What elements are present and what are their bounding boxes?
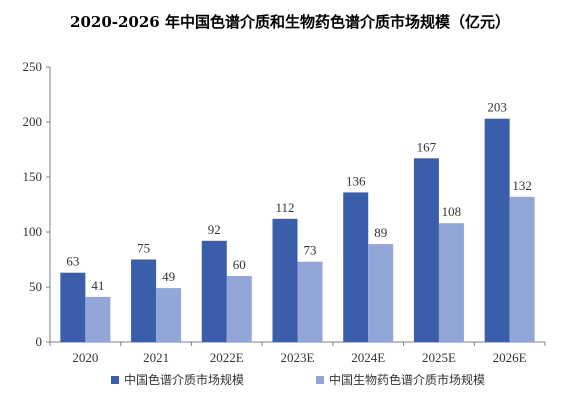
chart-axes: 0 50 100 150 200 250 2020 2021 2022E 2023E 2024E 20…: [23, 59, 546, 365]
x-tick-label: 2022E: [210, 350, 244, 365]
data-label-series-2: 60: [233, 257, 246, 272]
y-tick-label: 100: [23, 224, 43, 239]
bar-series-2: [509, 196, 535, 342]
x-tick-label: 2020: [72, 350, 98, 365]
bar-series-2: [156, 288, 182, 342]
x-tick-label: 2023E: [281, 350, 315, 365]
legend-swatch-series-1: [111, 376, 119, 384]
bar-series-1: [131, 259, 157, 342]
bar-series-2: [368, 244, 394, 342]
data-label-series-1: 136: [346, 173, 366, 188]
legend-swatch-series-2: [316, 376, 324, 384]
x-tick-label: 2021: [143, 350, 169, 365]
data-label-series-1: 92: [208, 222, 221, 237]
y-tick-label: 200: [23, 114, 43, 129]
bar-series-1: [201, 240, 227, 342]
bar-series-2: [297, 261, 323, 342]
chart-bars: [60, 118, 535, 342]
chart-data-labels: 63 41 75 49 92 60 112 73 136 89 167 108 203 132: [66, 100, 532, 293]
y-tick-label: 250: [23, 59, 43, 74]
x-tick-label: 2026E: [493, 350, 527, 365]
bar-series-1: [272, 218, 298, 342]
x-tick-label: 2024E: [351, 350, 385, 365]
bar-series-2: [438, 223, 464, 342]
bar-series-1: [484, 118, 510, 342]
data-label-series-2: 41: [91, 278, 104, 293]
y-tick-label: 50: [29, 279, 42, 294]
bar-series-1: [413, 158, 439, 342]
legend-label-series-2: 中国生物药色谱介质市场规模: [329, 372, 485, 387]
chart-title: 2020-2026 年中国色谱介质和生物药色谱介质市场规模（亿元）: [70, 13, 510, 31]
bar-series-1: [343, 192, 369, 342]
x-tick-label: 2025E: [422, 350, 456, 365]
data-label-series-1: 63: [66, 254, 79, 269]
data-label-series-2: 73: [304, 243, 317, 258]
data-label-series-2: 89: [374, 225, 387, 240]
data-label-series-1: 75: [137, 241, 150, 256]
bar-series-2: [226, 276, 252, 342]
data-label-series-2: 108: [442, 204, 462, 219]
data-label-series-1: 112: [275, 200, 294, 215]
legend-label-series-1: 中国色谱介质市场规模: [124, 372, 244, 387]
chart-legend: 中国色谱介质市场规模 中国生物药色谱介质市场规模: [111, 372, 485, 387]
bar-series-2: [85, 296, 111, 342]
data-label-series-1: 167: [417, 139, 437, 154]
y-tick-label: 150: [23, 169, 43, 184]
data-label-series-1: 203: [487, 100, 507, 115]
bar-series-1: [60, 272, 86, 342]
data-label-series-2: 132: [512, 178, 532, 193]
data-label-series-2: 49: [162, 269, 175, 284]
y-tick-label: 0: [36, 334, 43, 349]
